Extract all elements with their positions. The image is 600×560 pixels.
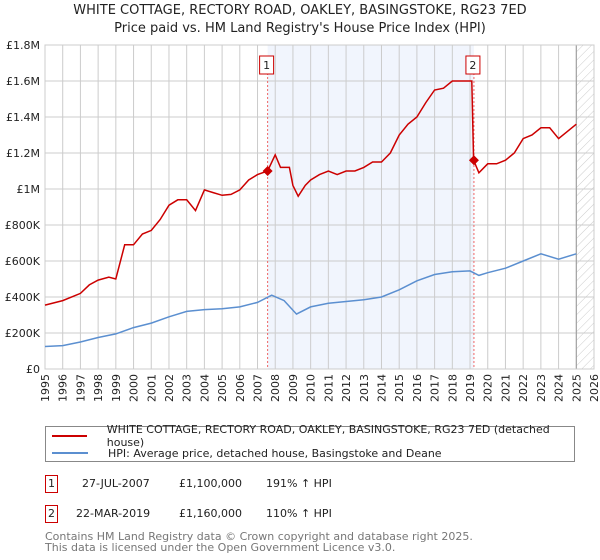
- plot-area: 1995 1996 1997 1998 1999 2000 2001 2002 2003 2004…: [5, 39, 600, 402]
- x-tick-label: 2002: [163, 374, 176, 402]
- sale-point: [468, 155, 479, 166]
- x-tick-label: 2011: [322, 374, 335, 402]
- legend-item-property: WHITE COTTAGE, RECTORY ROAD, OAKLEY, BAS…: [52, 423, 574, 449]
- x-tick-label: 2003: [181, 374, 194, 402]
- y-tick-label: £1.6M: [6, 75, 40, 88]
- marker-label: 2: [469, 59, 476, 72]
- legend-label: HPI: Average price, detached house, Basi…: [108, 446, 442, 460]
- marker-label: 1: [263, 59, 270, 72]
- marker-label-box: [465, 55, 481, 75]
- legend-label: WHITE COTTAGE, RECTORY ROAD, OAKLEY, BAS…: [106, 423, 550, 449]
- x-tick-label: 2005: [216, 374, 229, 402]
- footer-line: This data is licensed under the Open Gov…: [45, 541, 396, 554]
- marker-badge: 2: [45, 505, 58, 523]
- x-tick-label: 2001: [145, 374, 158, 402]
- x-tick-label: 2013: [358, 374, 371, 402]
- x-tick-label: 2012: [340, 374, 353, 402]
- x-tick-label: 2025: [570, 374, 583, 402]
- x-tick-label: 2017: [429, 374, 442, 402]
- x-tick-label: 2004: [198, 374, 211, 402]
- x-tick-label: 1995: [39, 374, 52, 402]
- y-tick-label: £400K: [5, 291, 41, 304]
- x-tick-label: 2016: [411, 374, 424, 402]
- y-tick-label: £800K: [5, 219, 41, 232]
- legend-swatch-blue: [52, 452, 88, 454]
- table-row: 1 27-JUL-2007 £1,100,000 191% ↑ HPI: [45, 475, 545, 493]
- sale-price: £1,160,000: [179, 507, 242, 520]
- x-tick-label: 2000: [128, 374, 141, 402]
- x-tick-label: 2007: [252, 374, 265, 402]
- ownership-shading: [267, 45, 474, 369]
- y-tick-label: £1.4M: [6, 111, 40, 124]
- sale-date: 27-JUL-2007: [82, 477, 150, 490]
- table-row: 2 22-MAR-2019 £1,160,000 110% ↑ HPI: [45, 505, 545, 523]
- marker-label-box: [259, 55, 275, 75]
- x-tick-label: 2006: [234, 374, 247, 402]
- y-tick-label: £1.8M: [6, 39, 40, 52]
- x-tick-label: 2009: [287, 374, 300, 402]
- legend-swatch-red: [52, 435, 87, 437]
- legend: WHITE COTTAGE, RECTORY ROAD, OAKLEY, BAS…: [45, 423, 575, 462]
- x-tick-label: 2024: [553, 374, 566, 402]
- x-tick-label: 2023: [535, 374, 548, 402]
- x-tick-label: 2008: [269, 374, 282, 402]
- sale-date: 22-MAR-2019: [76, 507, 151, 520]
- footer: Contains HM Land Registry data © Crown c…: [45, 531, 473, 553]
- x-tick-label: 2022: [517, 374, 530, 402]
- y-tick-label: £1.2M: [6, 147, 40, 160]
- chart-subtitle: Price paid vs. HM Land Registry's House …: [114, 21, 486, 36]
- x-tick-label: 1997: [74, 374, 87, 402]
- hpi-change: 110% ↑ HPI: [266, 507, 332, 520]
- chart-title: WHITE COTTAGE, RECTORY ROAD, OAKLEY, BAS…: [73, 3, 527, 18]
- x-tick-label: 1996: [57, 374, 70, 402]
- x-tick-label: 2019: [464, 374, 477, 402]
- x-tick-label: 2010: [305, 374, 318, 402]
- x-tick-label: 2014: [375, 374, 388, 402]
- x-tick-label: 1999: [110, 374, 123, 402]
- y-tick-label: £0: [26, 363, 40, 376]
- forecast-hatch: [576, 45, 594, 369]
- y-tick-label: £200K: [5, 327, 41, 340]
- x-tick-label: 2020: [482, 374, 495, 402]
- series-line: [44, 253, 577, 348]
- y-tick-label: £600K: [5, 255, 41, 268]
- x-tick-label: 2015: [393, 374, 406, 402]
- hpi-change: 191% ↑ HPI: [266, 477, 332, 490]
- marker-badge: 1: [45, 475, 58, 493]
- x-tick-label: 2021: [499, 374, 512, 402]
- plot-border: [44, 44, 595, 370]
- sale-price: £1,100,000: [179, 477, 242, 490]
- sale-point: [262, 166, 273, 176]
- legend-item-hpi: HPI: Average price, detached house, Basi…: [52, 445, 442, 461]
- footer-line: Contains HM Land Registry data © Crown c…: [45, 530, 473, 543]
- series-line: [44, 80, 577, 306]
- y-tick-label: £1M: [17, 183, 41, 196]
- x-tick-label: 2018: [446, 374, 459, 402]
- x-tick-label: 2026: [588, 374, 600, 402]
- x-tick-label: 1998: [92, 374, 105, 402]
